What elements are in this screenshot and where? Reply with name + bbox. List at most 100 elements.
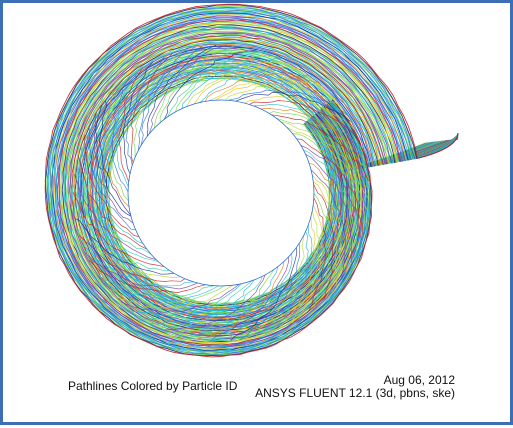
pathline (311, 174, 342, 286)
pathline (186, 61, 294, 107)
pathline (300, 145, 362, 240)
pathline (106, 82, 129, 201)
pathline (75, 218, 175, 275)
pathline (210, 256, 289, 341)
pathline (80, 145, 143, 244)
pathline (47, 7, 459, 355)
pathline (91, 58, 447, 318)
pathline (264, 225, 313, 335)
pathline (71, 36, 459, 334)
pathline (72, 202, 170, 271)
pathline (70, 34, 459, 335)
pathline (239, 243, 301, 341)
pathline (120, 283, 240, 314)
pathline (73, 173, 157, 260)
pathline (78, 234, 186, 282)
pathline (305, 153, 353, 263)
pathline (313, 183, 335, 300)
pathline (159, 47, 249, 123)
pathline (112, 76, 131, 192)
pathline (88, 126, 136, 231)
pathline (288, 210, 320, 325)
pathline (69, 33, 459, 336)
pathline (72, 184, 159, 262)
pathline (281, 121, 370, 200)
pathline (271, 114, 369, 182)
pathline (196, 261, 285, 340)
pathline (260, 108, 366, 160)
pathline (160, 276, 263, 329)
pathline (286, 126, 369, 211)
pathline (80, 45, 459, 328)
plot-title: Pathlines Colored by Particle ID (68, 379, 238, 393)
pathline (72, 191, 165, 268)
pathline (148, 44, 228, 135)
pathline (52, 13, 459, 350)
pathline (313, 181, 339, 298)
pathline (181, 57, 283, 109)
pathline (275, 117, 370, 190)
pathline (75, 40, 459, 331)
pathline (228, 89, 347, 116)
pathline (215, 80, 336, 101)
pathline (88, 260, 206, 293)
pathline (235, 92, 351, 122)
pathline (103, 89, 130, 208)
pathline (58, 20, 459, 346)
pathline (249, 100, 361, 144)
pathline (303, 149, 358, 254)
pathline (268, 111, 367, 168)
pathline (76, 227, 181, 278)
pathline (44, 3, 459, 358)
software-version: ANSYS FLUENT 12.1 (3d, pbns, ske) (255, 386, 455, 400)
plot-date: Aug 06, 2012 (383, 373, 455, 387)
pathline (68, 32, 459, 337)
pathline (245, 234, 305, 340)
pathline (84, 135, 140, 238)
pathline (137, 46, 196, 151)
impeller-eye (127, 99, 315, 287)
pathline (139, 280, 253, 320)
pathline (225, 85, 341, 107)
pathline (253, 104, 362, 148)
pathline (49, 10, 459, 353)
pathline (50, 11, 459, 352)
pathline (95, 105, 132, 217)
pathline (115, 285, 233, 309)
pathline (81, 244, 194, 287)
pathline (173, 268, 275, 334)
pathline (133, 49, 186, 158)
pathline (292, 133, 366, 226)
pathline (115, 69, 140, 187)
pathline (63, 25, 459, 342)
pathline (51, 12, 459, 351)
pathline (85, 252, 198, 290)
pathline (164, 274, 266, 331)
pathline (77, 155, 148, 250)
pathline (123, 61, 154, 174)
pathline (308, 162, 351, 273)
pathline (208, 77, 325, 102)
pathline (230, 247, 298, 341)
pathline (67, 31, 459, 338)
pathlines-plot (44, 3, 459, 358)
pathline (108, 285, 224, 305)
pathline (102, 281, 219, 301)
pathline (130, 52, 174, 163)
pathline (313, 193, 331, 309)
pathline (275, 216, 317, 331)
pathline (74, 39, 459, 332)
pathline (46, 5, 459, 356)
pathline (97, 274, 215, 298)
pathline (204, 72, 320, 102)
pathline (44, 4, 459, 357)
pathline (53, 14, 459, 350)
pathline (93, 113, 134, 224)
pathline (76, 160, 152, 255)
pathline (125, 56, 165, 166)
pathline (253, 231, 309, 338)
pathline (163, 49, 259, 120)
pathline (244, 96, 356, 131)
pathline (307, 197, 327, 314)
